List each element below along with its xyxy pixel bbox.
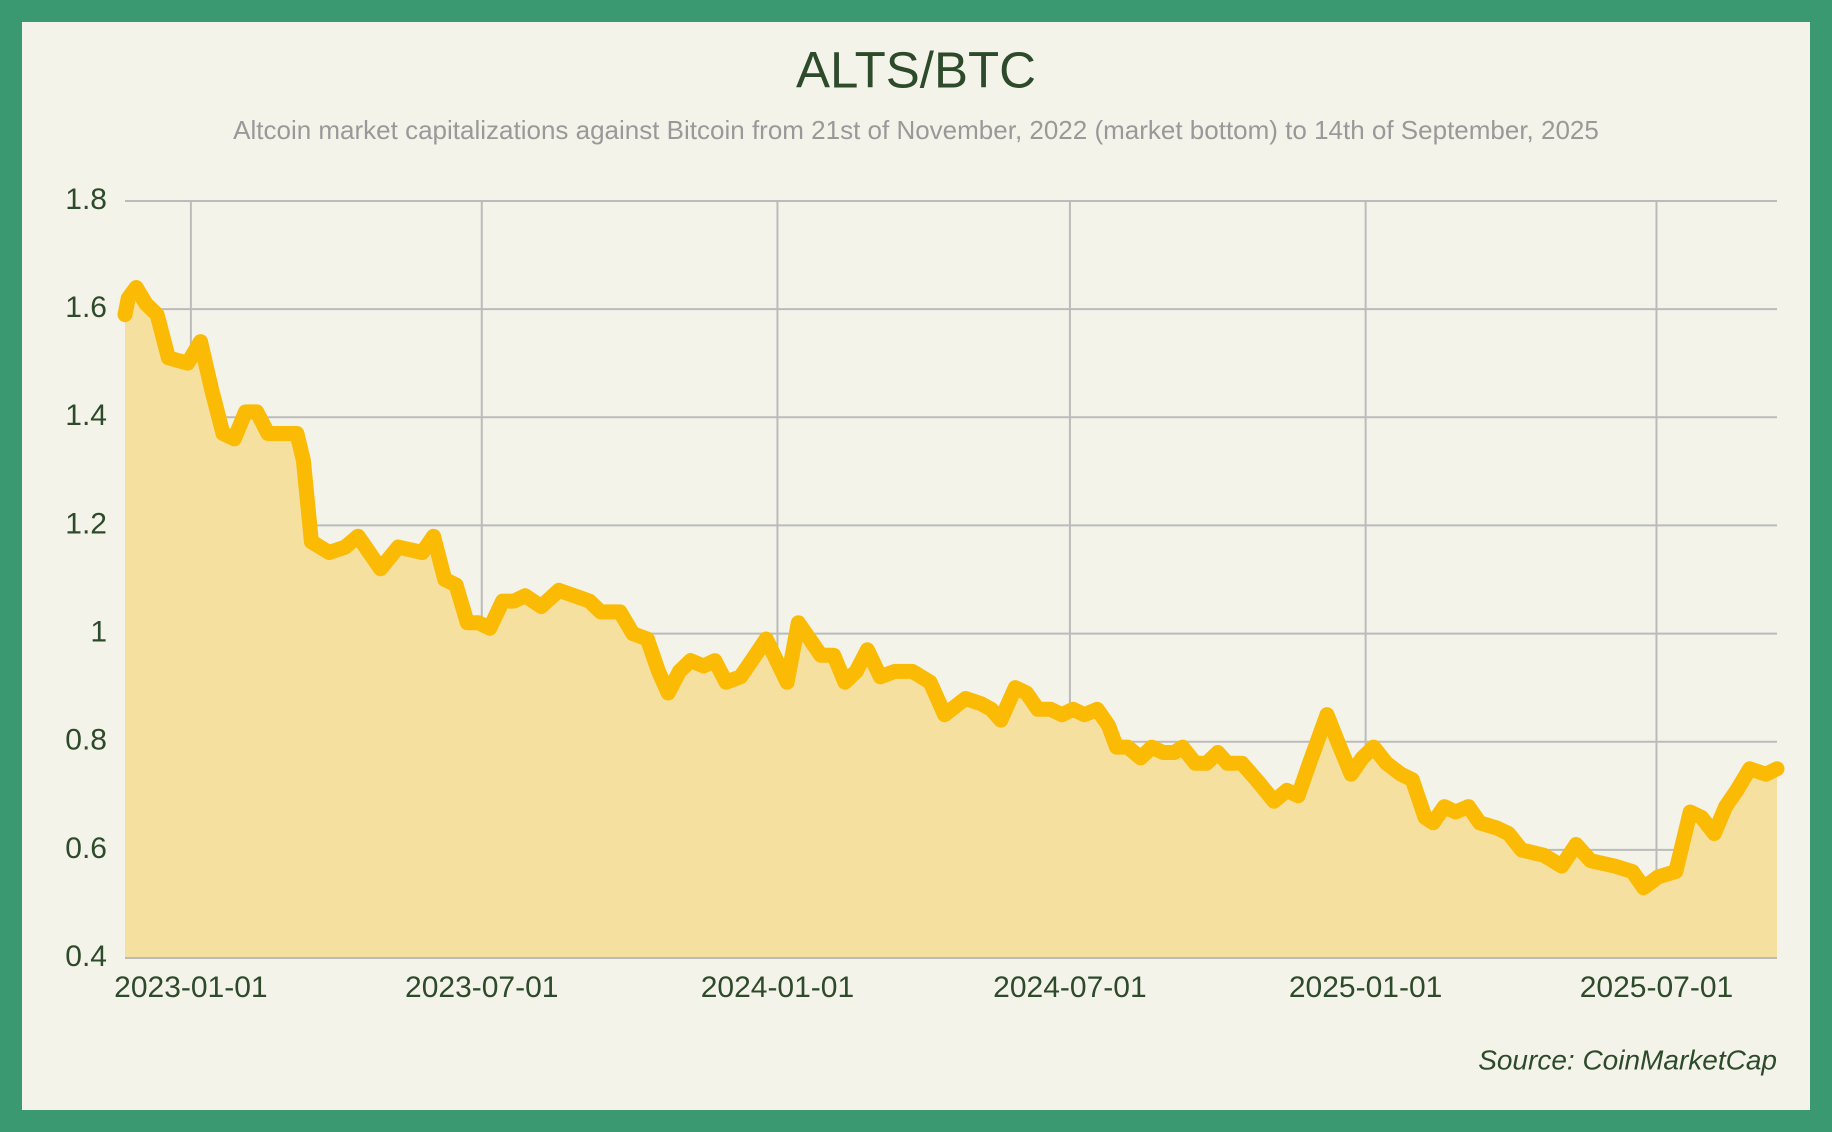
x-tick-label: 2025-07-01 [1580, 971, 1733, 1004]
y-tick-label: 1.6 [65, 291, 107, 324]
source-note: Source: CoinMarketCap [1478, 1044, 1777, 1075]
y-tick-label: 1.8 [65, 183, 107, 216]
x-tick-label: 2024-01-01 [701, 971, 854, 1004]
y-tick-label: 0.6 [65, 832, 107, 865]
data-line [117, 280, 1785, 896]
x-tick-label: 2024-07-01 [993, 971, 1146, 1004]
x-tick-label: 2023-07-01 [405, 971, 558, 1004]
y-tick-label: 1.2 [65, 507, 107, 540]
x-tick-label: 2025-01-01 [1289, 971, 1442, 1004]
y-tick-label: 0.8 [65, 724, 107, 757]
x-tick-label: 2023-01-01 [114, 971, 267, 1004]
y-tick-label: 1.4 [65, 399, 107, 432]
chart-title: ALTS/BTC [796, 41, 1036, 98]
chart-subtitle: Altcoin market capitalizations against B… [233, 115, 1599, 145]
area-fill [125, 287, 1777, 958]
y-tick-label: 0.4 [65, 940, 107, 973]
y-tick-label: 1 [90, 615, 107, 648]
